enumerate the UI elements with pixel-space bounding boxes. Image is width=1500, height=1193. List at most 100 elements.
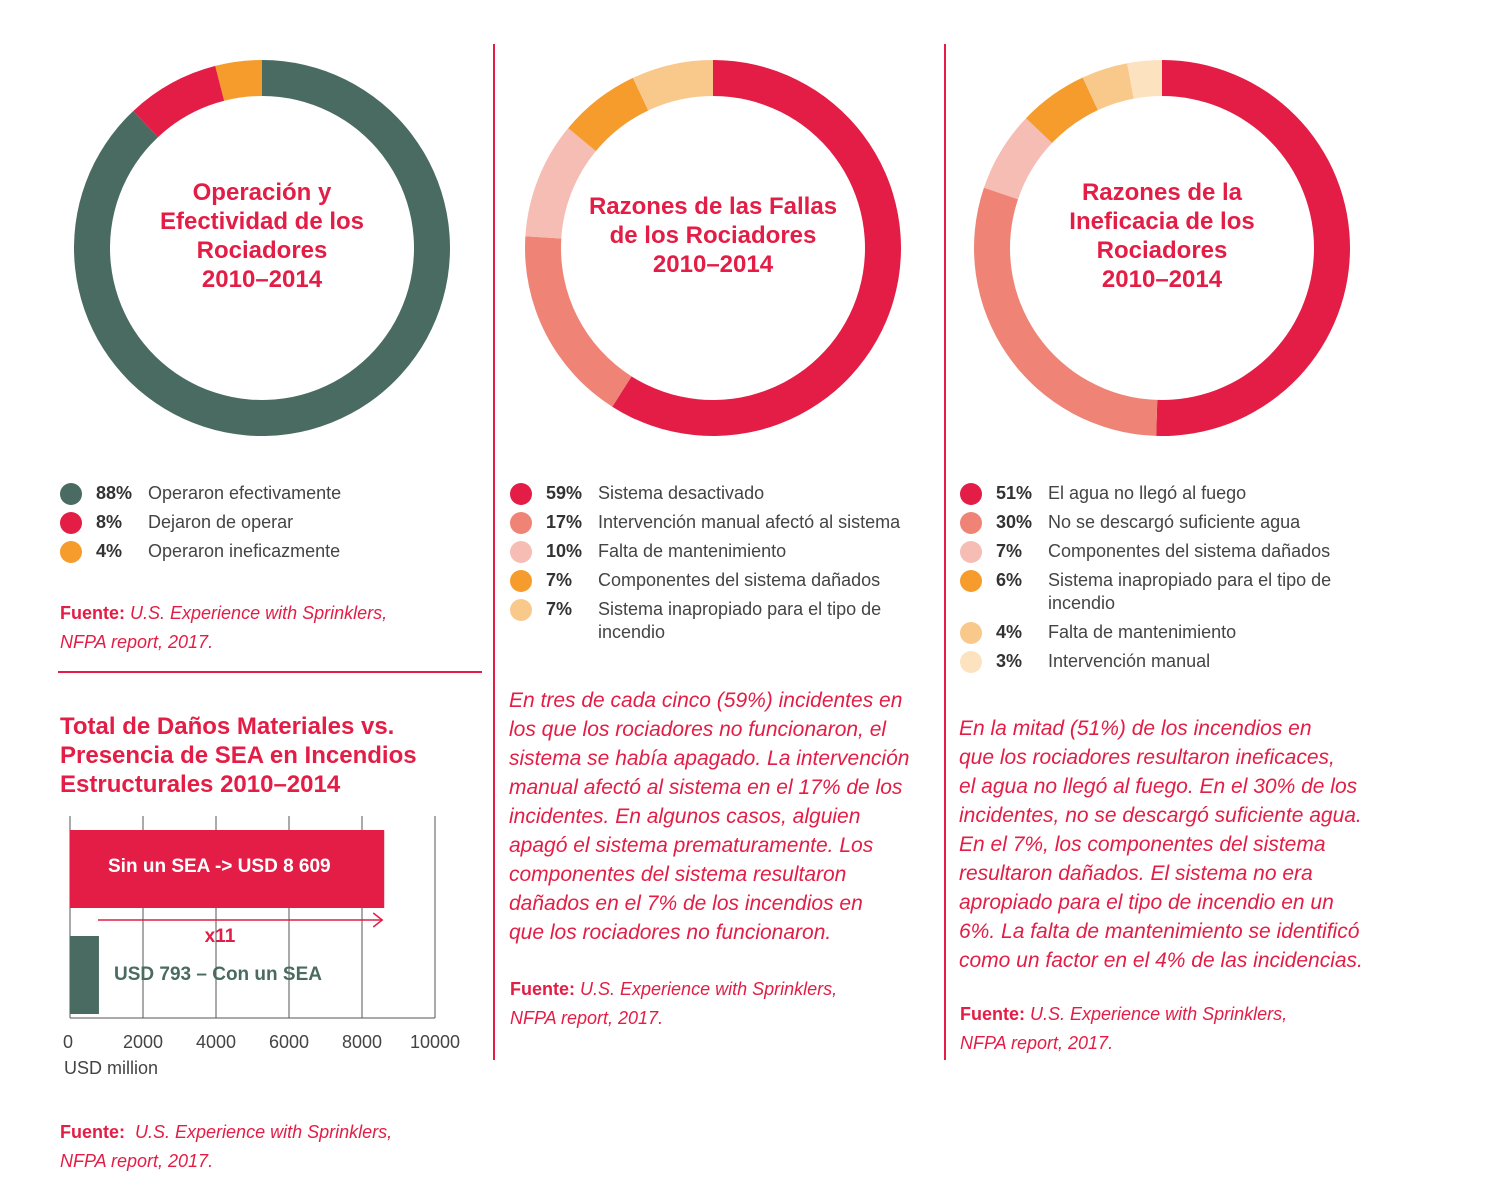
- legend-dot: [510, 541, 532, 563]
- donut-slice-3: [1025, 77, 1098, 144]
- x-tick-label: 8000: [342, 1032, 382, 1052]
- legend-dot: [510, 483, 532, 505]
- source-text-2: NFPA report, 2017.: [60, 1151, 214, 1171]
- legend-pct: 7%: [996, 541, 1023, 561]
- donut-chart-ineffective: [974, 60, 1351, 436]
- donut-slice-4: [1082, 63, 1134, 111]
- legend-item: 7% Componentes del sistema dañados: [510, 569, 935, 592]
- legend-pct: 10%: [546, 541, 583, 561]
- legend-pct: 51%: [996, 483, 1033, 503]
- legend-label: Sistema inapropiado para el tipo de ince…: [598, 599, 882, 642]
- donut-chart-operation: [73, 60, 451, 436]
- donut-slice-0: [1156, 60, 1351, 436]
- x-tick-label: 10000: [410, 1032, 460, 1052]
- legend-label: Intervención manual: [1048, 651, 1211, 671]
- legend-pct: 8%: [96, 512, 123, 532]
- bar-chart-title: Total de Daños Materiales vs. Presencia …: [60, 713, 417, 798]
- legend-pct: 7%: [546, 599, 573, 619]
- donut-title-ineffective: Razones de la Ineficacia de los Rociador…: [1069, 179, 1255, 293]
- donut-slice-4: [632, 60, 713, 111]
- donut-slice-2: [525, 128, 596, 239]
- legend-item: 7% Sistema inapropiado para el tipo de i…: [510, 598, 935, 644]
- legend-item: 88% Operaron efectivamente: [60, 482, 480, 505]
- legend-label: Sistema desactivado: [598, 483, 765, 503]
- legend-pct: 7%: [546, 570, 573, 590]
- legend-label: Falta de mantenimiento: [598, 541, 787, 561]
- legend-pct: 3%: [996, 651, 1023, 671]
- source-citation-damages: Fuente: U.S. Experience with Sprinklers,…: [60, 1118, 480, 1176]
- legend-operation: 88% Operaron efectivamente 8% Dejaron de…: [60, 482, 480, 569]
- legend-label: El agua no llegó al fuego: [1048, 483, 1247, 503]
- legend-label: Operaron ineficazmente: [148, 541, 341, 561]
- x-tick-label: 6000: [269, 1032, 309, 1052]
- legend-dot: [510, 512, 532, 534]
- x-tick-label: 2000: [123, 1032, 163, 1052]
- legend-label: Dejaron de operar: [148, 512, 294, 532]
- source-label: Fuente:: [960, 1004, 1025, 1024]
- legend-label: No se descargó suficiente agua: [1048, 512, 1301, 532]
- donut-chart-failures: [525, 60, 901, 436]
- legend-dot: [60, 483, 82, 505]
- legend-dot: [60, 512, 82, 534]
- x-tick-label: 0: [63, 1032, 73, 1052]
- donut-slice-1: [133, 65, 225, 138]
- legend-pct: 59%: [546, 483, 583, 503]
- legend-ineffective: 51% El agua no llegó al fuego 30% No se …: [960, 482, 1385, 679]
- donut-slice-1: [974, 187, 1158, 436]
- legend-dot: [960, 622, 982, 644]
- source-text: U.S. Experience with Sprinklers,: [1030, 1004, 1288, 1024]
- bar-label-without-sea: Sin un SEA -> USD 8 609: [108, 856, 331, 877]
- legend-label: Falta de mantenimiento: [1048, 622, 1237, 642]
- column-divider-left: [493, 44, 495, 1060]
- legend-item: 4% Operaron ineficazmente: [60, 540, 480, 563]
- bar-with-sea: [70, 936, 99, 1014]
- legend-item: 8% Dejaron de operar: [60, 511, 480, 534]
- legend-dot: [960, 512, 982, 534]
- source-text: U.S. Experience with Sprinklers,: [135, 1122, 393, 1142]
- legend-pct: 4%: [96, 541, 123, 561]
- x-tick-label: 4000: [196, 1032, 236, 1052]
- source-citation-operation: Fuente: U.S. Experience with Sprinklers,…: [60, 599, 480, 657]
- legend-label: Componentes del sistema dañados: [598, 570, 881, 590]
- legend-dot: [510, 599, 532, 621]
- source-text: U.S. Experience with Sprinklers,: [130, 603, 388, 623]
- bar-without-sea: [70, 830, 385, 908]
- legend-item: 7% Componentes del sistema dañados: [960, 540, 1385, 563]
- donut-slice-1: [525, 236, 632, 407]
- donut-title-operation: Operación y Efectividad de los Rociadore…: [159, 179, 365, 293]
- legend-label: Operaron efectivamente: [148, 483, 342, 503]
- legend-pct: 4%: [996, 622, 1023, 642]
- multiplier-arrow-head: [372, 912, 384, 928]
- x-axis-label: USD million: [64, 1058, 158, 1078]
- paragraph-ineffective: En la mitad (51%) de los incendios en qu…: [959, 717, 1363, 972]
- source-text-2: NFPA report, 2017.: [960, 1033, 1114, 1053]
- multiplier-label: x11: [205, 926, 236, 947]
- legend-dot: [960, 570, 982, 592]
- legend-item: 3% Intervención manual: [960, 650, 1385, 673]
- donut-slice-0: [612, 60, 901, 436]
- source-label: Fuente:: [510, 979, 575, 999]
- bar-label-with-sea: USD 793 – Con un SEA: [114, 964, 322, 985]
- donut-slice-2: [215, 60, 262, 101]
- source-text-2: NFPA report, 2017.: [60, 632, 214, 652]
- legend-pct: 17%: [546, 512, 583, 532]
- legend-pct: 88%: [96, 483, 133, 503]
- legend-dot: [510, 570, 532, 592]
- source-text-2: NFPA report, 2017.: [510, 1008, 664, 1028]
- legend-dot: [60, 541, 82, 563]
- source-label: Fuente:: [60, 603, 125, 623]
- legend-item: 4% Falta de mantenimiento: [960, 621, 1385, 644]
- source-citation-failures: Fuente: U.S. Experience with Sprinklers,…: [510, 975, 935, 1033]
- legend-pct: 6%: [996, 570, 1023, 590]
- column-divider-right: [944, 44, 946, 1060]
- legend-item: 6% Sistema inapropiado para el tipo de i…: [960, 569, 1385, 615]
- legend-pct: 30%: [996, 512, 1033, 532]
- legend-label: Sistema inapropiado para el tipo de ince…: [1048, 570, 1332, 613]
- donut-slice-2: [983, 118, 1053, 200]
- legend-label: Intervención manual afectó al sistema: [598, 512, 901, 532]
- legend-item: 10% Falta de mantenimiento: [510, 540, 935, 563]
- donut-title-failures: Razones de las Fallas de los Rociadores …: [588, 193, 838, 278]
- section-divider: [58, 671, 482, 673]
- source-text: U.S. Experience with Sprinklers,: [580, 979, 838, 999]
- donut-slice-5: [1127, 60, 1162, 99]
